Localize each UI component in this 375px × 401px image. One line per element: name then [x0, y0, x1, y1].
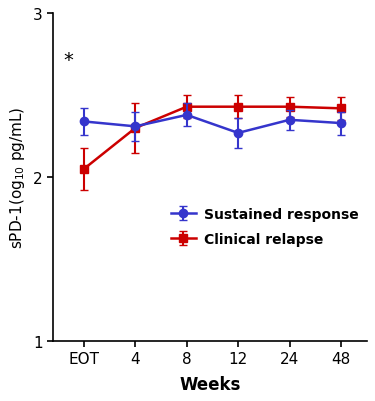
Legend: Sustained response, Clinical relapse: Sustained response, Clinical relapse: [166, 203, 363, 250]
Y-axis label: sPD-1(og$_{\mathregular{10}}$ pg/mL): sPD-1(og$_{\mathregular{10}}$ pg/mL): [8, 107, 27, 249]
X-axis label: Weeks: Weeks: [179, 375, 240, 393]
Text: *: *: [63, 51, 74, 69]
